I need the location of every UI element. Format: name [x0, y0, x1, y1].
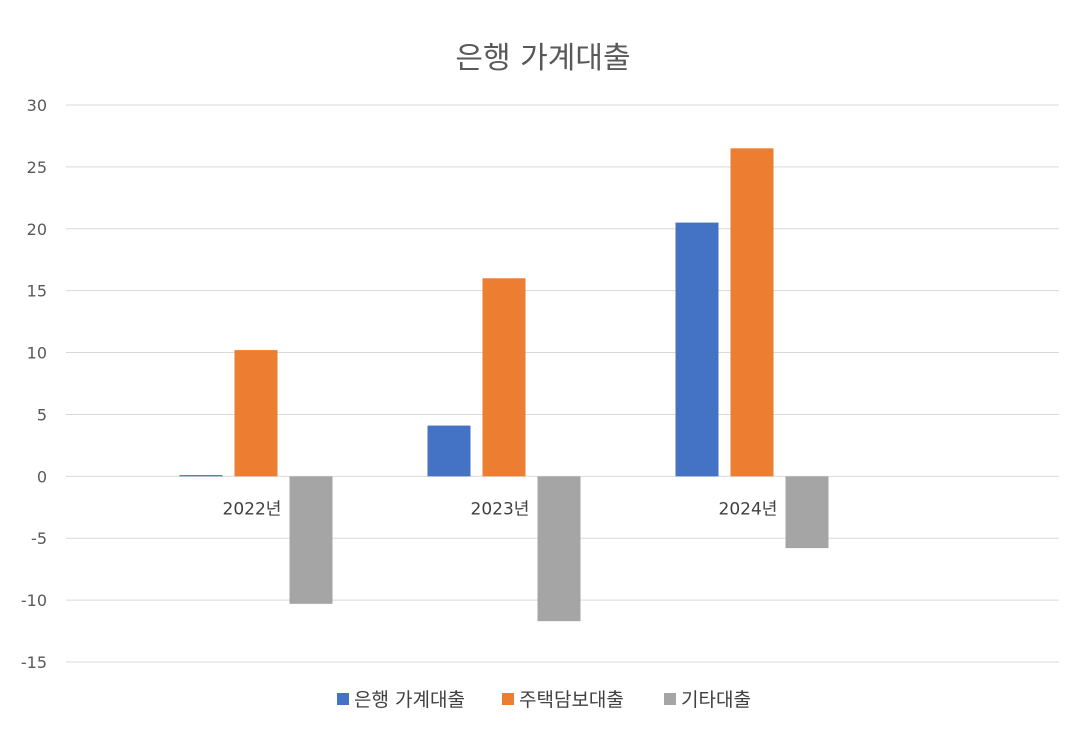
legend-swatch [337, 693, 349, 705]
x-category-label: 2022년 [223, 499, 282, 519]
x-category-label: 2024년 [719, 499, 778, 519]
y-tick-label: 25 [27, 158, 47, 177]
bar [482, 278, 526, 477]
bar [234, 350, 278, 477]
y-tick-label: 30 [27, 96, 47, 115]
y-tick-label: 10 [27, 344, 47, 363]
category-labels: 2022년 2023년 2024년 [223, 499, 778, 519]
legend-label: 은행 가계대출 [354, 689, 465, 711]
x-category-label: 2023년 [471, 499, 530, 519]
legend-swatch [502, 693, 514, 705]
bar [537, 476, 581, 622]
bar [785, 476, 829, 549]
y-tick-label: 15 [27, 282, 47, 301]
bars [179, 148, 829, 622]
y-tick-label: -15 [21, 653, 47, 672]
chart-title: 은행 가계대출 [455, 41, 630, 76]
y-tick-label: 5 [37, 405, 47, 424]
y-tick-label: -5 [31, 529, 47, 548]
legend-label: 주택담보대출 [519, 689, 624, 711]
legend-swatch [664, 693, 676, 705]
bar [179, 475, 223, 477]
bar [289, 476, 333, 604]
y-tick-label: 20 [27, 220, 47, 239]
legend-label: 기타대출 [681, 689, 751, 711]
y-tick-label: -10 [21, 591, 47, 610]
y-tick-label: 0 [37, 467, 47, 486]
bar [427, 425, 471, 477]
legend: 은행 가계대출 주택담보대출 기타대출 [337, 689, 751, 711]
y-axis-ticks: 30 25 20 15 10 5 0 -5 -10 -15 [21, 96, 47, 672]
bar [675, 222, 719, 477]
bar [730, 148, 774, 477]
